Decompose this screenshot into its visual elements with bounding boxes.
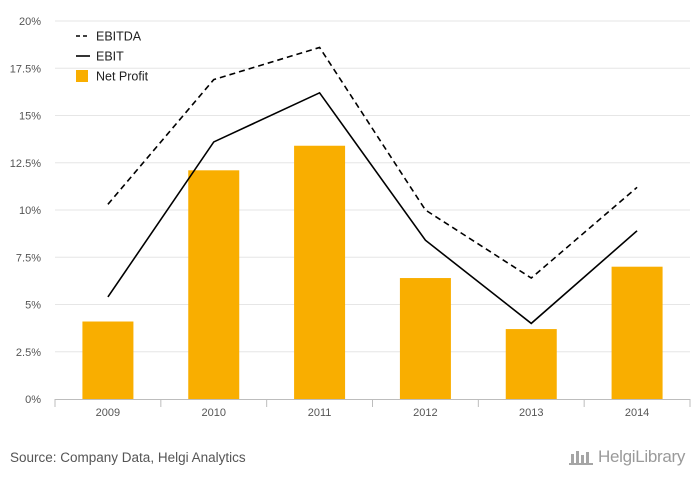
line-ebitda	[107, 46, 638, 280]
bar-net-profit	[399, 278, 451, 399]
line-series	[107, 46, 638, 325]
x-tick-label: 2011	[308, 407, 332, 419]
y-tick-label: 0%	[25, 394, 41, 406]
bar-series	[82, 145, 663, 399]
brand-logo: HelgiLibrary	[568, 447, 685, 467]
y-tick-label: 5%	[25, 300, 41, 312]
chart: 2009 2010 2011 2012 2013 2014 0% 2.5% 5% 7.5% 10%…	[10, 16, 691, 419]
y-tick-label: 7.5%	[16, 252, 41, 264]
x-tick-label: 2014	[625, 407, 649, 419]
x-tick-label: 2013	[519, 407, 543, 419]
bar-net-profit	[294, 145, 346, 399]
y-tick-label: 12.5%	[10, 158, 41, 170]
x-tick-label: 2009	[96, 407, 120, 419]
y-tick-label: 15%	[19, 111, 41, 123]
gridlines	[55, 20, 690, 353]
bar-net-profit	[505, 329, 557, 399]
brand-name: HelgiLibrary	[598, 447, 686, 466]
legend-label: Net Profit	[96, 70, 149, 84]
bar-net-profit	[611, 266, 663, 399]
line-ebit	[107, 91, 638, 325]
y-axis: 0% 2.5% 5% 7.5% 10% 12.5% 15% 17.5% 20%	[10, 16, 41, 406]
bar-net-profit	[188, 170, 240, 399]
legend-label: EBIT	[96, 50, 124, 64]
x-tick-label: 2012	[413, 407, 437, 419]
y-tick-label: 2.5%	[16, 347, 41, 359]
y-tick-label: 10%	[19, 205, 41, 217]
bar-net-profit	[82, 321, 134, 399]
x-axis: 2009 2010 2011 2012 2013 2014	[54, 399, 691, 419]
x-tick-label: 2010	[202, 407, 226, 419]
source-note: Source: Company Data, Helgi Analytics	[10, 450, 246, 465]
y-tick-label: 20%	[19, 16, 41, 28]
library-icon	[569, 451, 593, 465]
legend: EBITDA EBIT Net Profit	[76, 30, 149, 84]
legend-label: EBITDA	[96, 30, 142, 44]
legend-swatch	[76, 70, 88, 82]
y-tick-label: 17.5%	[10, 63, 41, 75]
